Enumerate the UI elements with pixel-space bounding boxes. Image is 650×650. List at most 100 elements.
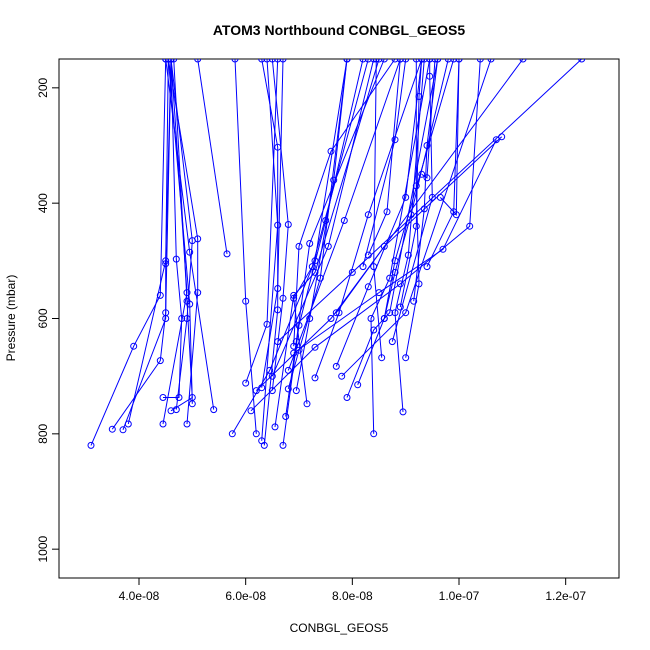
data-point — [172, 255, 180, 263]
x-tick-label: 4.0e-08 — [119, 589, 160, 603]
y-tick-label: 400 — [36, 193, 50, 213]
x-tick-label: 6.0e-08 — [225, 589, 266, 603]
data-point — [279, 59, 287, 63]
data-point — [578, 59, 586, 63]
profile-line — [282, 59, 364, 446]
data-point — [386, 309, 394, 317]
plot-frame — [58, 58, 620, 579]
y-tick-label: 600 — [36, 308, 50, 328]
data-point — [370, 263, 378, 271]
data-point — [162, 257, 170, 265]
data-point — [375, 289, 383, 297]
profile-51 — [247, 59, 484, 415]
x-tick-label: 1.0e-07 — [439, 589, 480, 603]
data-point — [338, 372, 346, 380]
data-point — [130, 342, 138, 350]
profile-50 — [338, 59, 495, 380]
data-point — [284, 385, 292, 393]
data-point — [295, 242, 303, 250]
data-point — [159, 420, 167, 428]
data-point — [343, 394, 351, 401]
data-point — [228, 430, 236, 438]
profile-line — [341, 59, 492, 377]
data-point — [87, 441, 95, 449]
profile-3 — [119, 59, 172, 434]
profile-line — [163, 59, 183, 398]
profile-line — [271, 59, 375, 377]
data-point — [282, 413, 290, 420]
profile-4 — [124, 59, 175, 428]
data-point — [167, 407, 175, 415]
data-point — [119, 426, 127, 434]
data-point — [162, 59, 170, 63]
data-point — [172, 406, 180, 414]
data-point — [124, 420, 132, 428]
data-point — [418, 59, 426, 63]
data-point — [247, 407, 255, 415]
data-point — [364, 59, 372, 63]
profile-49 — [252, 59, 527, 395]
profile-line — [394, 59, 425, 412]
data-point — [396, 280, 404, 288]
data-point — [391, 268, 399, 276]
data-point — [370, 59, 378, 63]
profile-line — [197, 59, 228, 254]
data-point — [327, 147, 335, 155]
data-point — [391, 136, 399, 144]
data-point — [372, 59, 380, 63]
y-axis-label: Pressure (mbar) — [4, 275, 18, 362]
data-point — [311, 343, 319, 351]
profile-line — [122, 59, 169, 430]
data-point — [308, 263, 316, 271]
data-point — [274, 338, 282, 346]
data-point — [466, 222, 474, 230]
data-point — [263, 59, 271, 63]
profile-line — [287, 59, 401, 371]
x-axis-label: CONBGL_GEOS5 — [290, 621, 389, 635]
profile-line — [357, 59, 455, 385]
y-tick-label: 800 — [36, 424, 50, 444]
data-point — [415, 93, 423, 100]
profile-line — [250, 59, 481, 412]
profile-line — [167, 59, 193, 404]
data-point — [380, 242, 388, 250]
profile-12 — [194, 59, 231, 258]
data-point — [391, 59, 399, 63]
data-point — [412, 182, 420, 190]
profile-line — [127, 59, 172, 425]
data-point — [423, 263, 431, 271]
data-point — [487, 59, 495, 63]
data-point — [396, 303, 404, 311]
data-point — [455, 59, 463, 63]
data-point — [279, 294, 287, 302]
data-point — [170, 59, 178, 63]
data-point — [340, 217, 348, 224]
data-point — [402, 354, 410, 362]
data-point — [324, 242, 332, 250]
data-point — [188, 400, 196, 408]
data-point — [271, 423, 279, 431]
data-point — [210, 406, 218, 414]
data-point — [434, 59, 442, 63]
data-point — [252, 430, 260, 438]
data-point — [420, 59, 428, 63]
data-point — [186, 248, 194, 256]
data-point — [423, 174, 431, 182]
data-point — [332, 309, 340, 317]
data-point — [370, 430, 378, 438]
data-point — [396, 59, 404, 63]
data-point — [519, 59, 527, 63]
data-point — [274, 306, 282, 314]
data-point — [402, 193, 410, 201]
data-point — [492, 136, 500, 144]
profile-36 — [370, 59, 386, 362]
data-point — [402, 309, 410, 317]
data-point — [426, 59, 434, 63]
data-point — [242, 297, 250, 305]
data-point — [383, 208, 391, 216]
data-point — [431, 59, 439, 63]
data-point — [274, 59, 282, 63]
data-point — [306, 315, 314, 322]
profile-47 — [290, 136, 500, 357]
